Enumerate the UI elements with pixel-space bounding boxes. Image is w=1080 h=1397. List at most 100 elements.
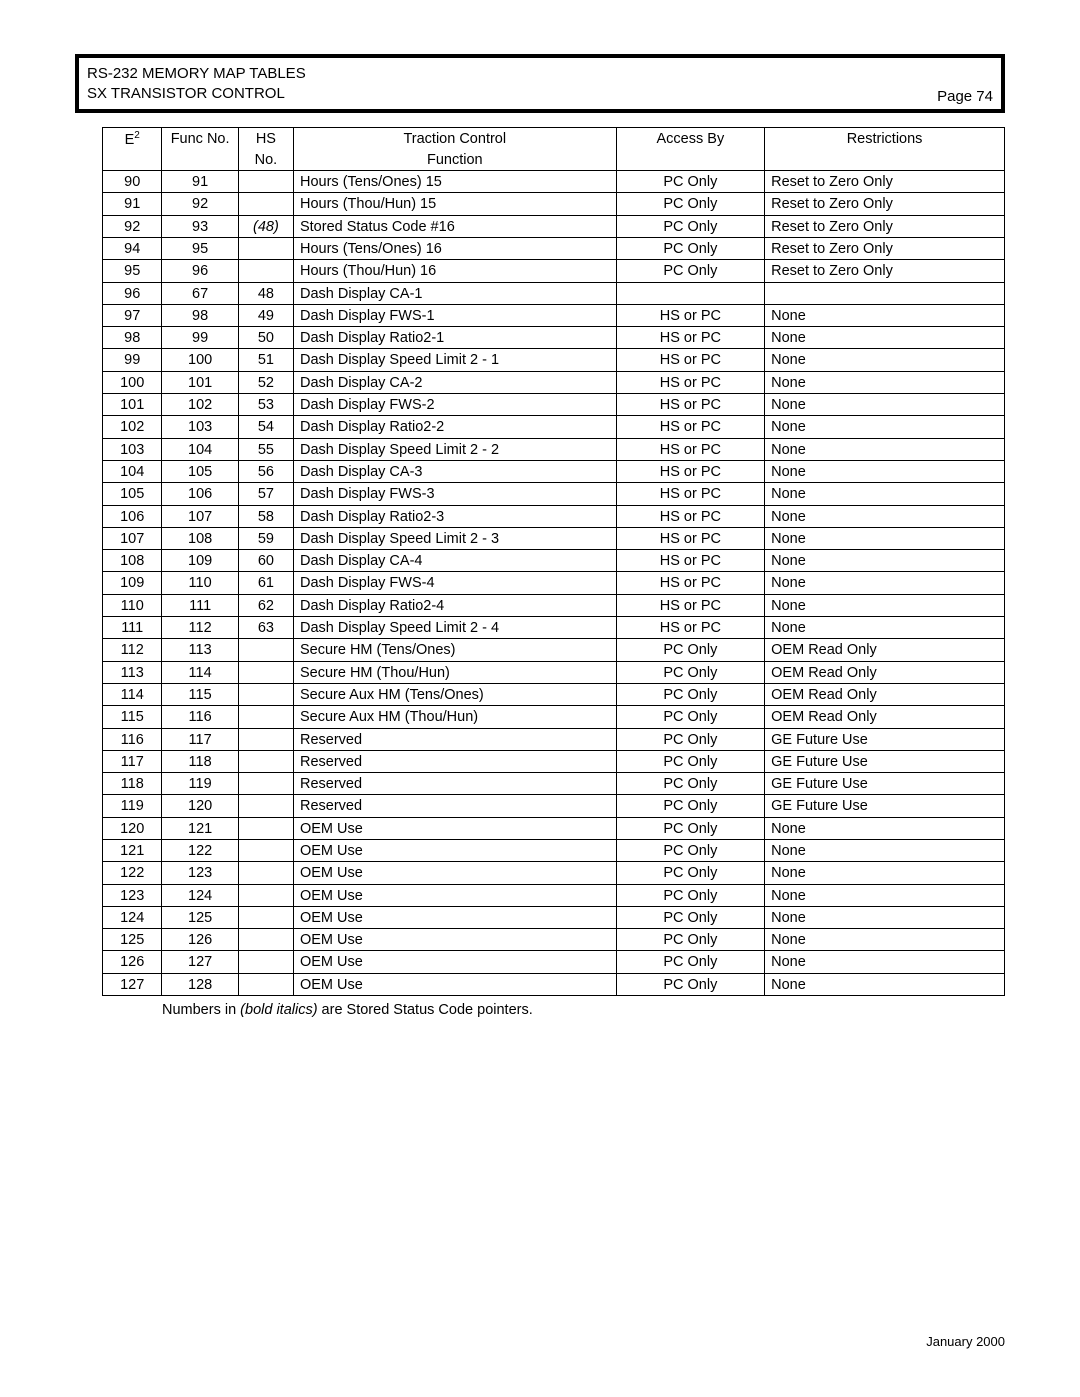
table-row: 10410556Dash Display CA-3HS or PCNone [103, 460, 1005, 482]
table-cell: 99 [162, 327, 238, 349]
table-cell: 100 [103, 371, 162, 393]
table-cell: PC Only [616, 750, 765, 772]
table-cell: None [765, 371, 1005, 393]
col-tc-2: Function [293, 149, 616, 171]
table-cell: HS or PC [616, 550, 765, 572]
table-cell: 107 [103, 527, 162, 549]
table-cell: 102 [103, 416, 162, 438]
table-cell: 98 [162, 304, 238, 326]
table-cell: 92 [103, 215, 162, 237]
table-cell: None [765, 572, 1005, 594]
table-row: 11011162Dash Display Ratio2-4HS or PCNon… [103, 594, 1005, 616]
table-cell: 54 [238, 416, 293, 438]
table-cell: 93 [162, 215, 238, 237]
table-cell: None [765, 862, 1005, 884]
table-row: 117118ReservedPC OnlyGE Future Use [103, 750, 1005, 772]
header-row: E2 Func No. HS Traction Control Access B… [103, 127, 1005, 149]
footer-date: January 2000 [926, 1334, 1005, 1349]
table-cell [238, 171, 293, 193]
table-cell: 52 [238, 371, 293, 393]
table-cell: PC Only [616, 906, 765, 928]
table-cell: Dash Display Ratio2-3 [293, 505, 616, 527]
table-row: 119120ReservedPC OnlyGE Future Use [103, 795, 1005, 817]
table-row: 121122OEM UsePC OnlyNone [103, 840, 1005, 862]
table-cell: Dash Display CA-2 [293, 371, 616, 393]
table-cell [238, 951, 293, 973]
table-cell: Dash Display Ratio2-4 [293, 594, 616, 616]
table-cell [238, 817, 293, 839]
table-cell: HS or PC [616, 371, 765, 393]
table-cell: Stored Status Code #16 [293, 215, 616, 237]
table-cell [238, 795, 293, 817]
table-cell: Hours (Tens/Ones) 16 [293, 237, 616, 259]
table-cell: Reset to Zero Only [765, 260, 1005, 282]
table-row: 124125OEM UsePC OnlyNone [103, 906, 1005, 928]
table-cell: HS or PC [616, 483, 765, 505]
table-cell: 96 [103, 282, 162, 304]
table-cell: Hours (Thou/Hun) 16 [293, 260, 616, 282]
table-cell: HS or PC [616, 572, 765, 594]
table-cell: 127 [162, 951, 238, 973]
table-row: 113114Secure HM (Thou/Hun)PC OnlyOEM Rea… [103, 661, 1005, 683]
table-cell: Dash Display Ratio2-1 [293, 327, 616, 349]
table-cell: 125 [103, 929, 162, 951]
table-cell: OEM Read Only [765, 639, 1005, 661]
table-cell: Secure Aux HM (Tens/Ones) [293, 683, 616, 705]
table-cell [238, 237, 293, 259]
table-cell: PC Only [616, 840, 765, 862]
table-cell: GE Future Use [765, 795, 1005, 817]
table-cell: 120 [103, 817, 162, 839]
table-cell: Reset to Zero Only [765, 215, 1005, 237]
table-cell: None [765, 349, 1005, 371]
col-func: Func No. [162, 127, 238, 171]
table-cell: 101 [162, 371, 238, 393]
page-header: RS-232 MEMORY MAP TABLES SX TRANSISTOR C… [75, 54, 1005, 113]
table-cell: 91 [162, 171, 238, 193]
table-cell: (48) [238, 215, 293, 237]
table-row: 120121OEM UsePC OnlyNone [103, 817, 1005, 839]
table-cell: PC Only [616, 683, 765, 705]
table-cell: None [765, 617, 1005, 639]
table-cell: 95 [162, 237, 238, 259]
table-cell: Reserved [293, 773, 616, 795]
table-cell: 95 [103, 260, 162, 282]
table-cell: 114 [162, 661, 238, 683]
table-cell: 63 [238, 617, 293, 639]
table-cell: 113 [162, 639, 238, 661]
table-cell: Dash Display CA-3 [293, 460, 616, 482]
table-cell: 99 [103, 349, 162, 371]
col-hs-2: No. [238, 149, 293, 171]
table-cell [238, 840, 293, 862]
table-row: 9192Hours (Thou/Hun) 15PC OnlyReset to Z… [103, 193, 1005, 215]
table-cell: 91 [103, 193, 162, 215]
table-row: 114115Secure Aux HM (Tens/Ones)PC OnlyOE… [103, 683, 1005, 705]
memory-map-table: E2 Func No. HS Traction Control Access B… [102, 127, 1005, 997]
table-cell: 67 [162, 282, 238, 304]
table-cell: None [765, 840, 1005, 862]
table-cell: PC Only [616, 728, 765, 750]
table-cell: Reserved [293, 728, 616, 750]
table-cell: PC Only [616, 884, 765, 906]
table-cell: Dash Display FWS-1 [293, 304, 616, 326]
footnote-pre: Numbers in [162, 1002, 240, 1018]
table-cell: PC Only [616, 193, 765, 215]
col-e2: E2 [103, 127, 162, 171]
table-cell [238, 750, 293, 772]
table-cell: 50 [238, 327, 293, 349]
table-cell: None [765, 483, 1005, 505]
table-row: 10110253Dash Display FWS-2HS or PCNone [103, 394, 1005, 416]
table-body: 9091Hours (Tens/Ones) 15PC OnlyReset to … [103, 171, 1005, 996]
table-cell: HS or PC [616, 617, 765, 639]
table-cell: 94 [103, 237, 162, 259]
table-cell: 112 [103, 639, 162, 661]
table-cell: OEM Use [293, 884, 616, 906]
table-cell: HS or PC [616, 416, 765, 438]
table-cell: None [765, 416, 1005, 438]
table-row: 966748Dash Display CA-1 [103, 282, 1005, 304]
table-cell: 116 [162, 706, 238, 728]
table-cell: HS or PC [616, 505, 765, 527]
table-cell: 103 [162, 416, 238, 438]
table-cell: 61 [238, 572, 293, 594]
table-cell: 90 [103, 171, 162, 193]
table-row: 118119ReservedPC OnlyGE Future Use [103, 773, 1005, 795]
